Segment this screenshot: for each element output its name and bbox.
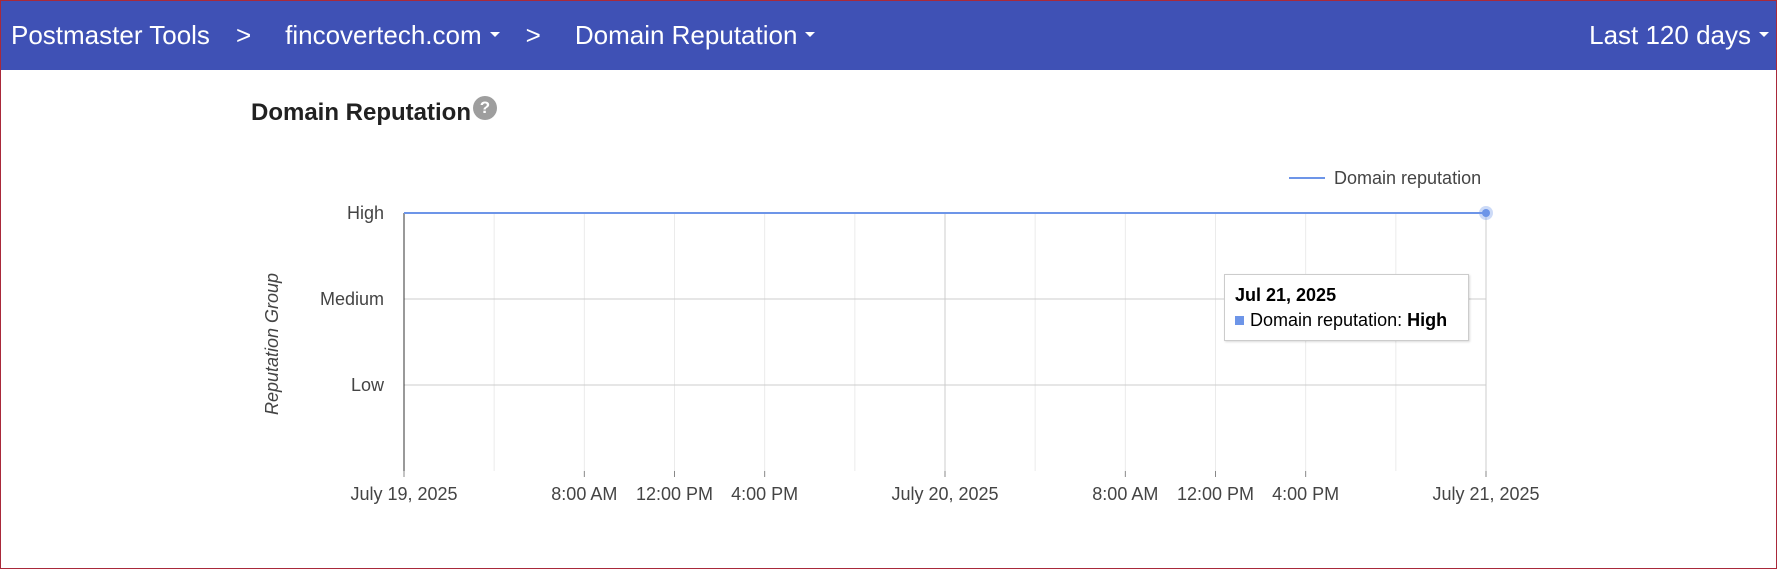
- date-range-label: Last 120 days: [1589, 19, 1751, 50]
- x-tick-label: 4:00 PM: [1272, 484, 1339, 504]
- dashboard-selector[interactable]: Domain Reputation: [575, 20, 816, 51]
- data-point: [1482, 209, 1490, 217]
- legend-label: Domain reputation: [1334, 168, 1481, 188]
- tooltip-value: High: [1407, 310, 1448, 330]
- date-range-selector[interactable]: Last 120 days: [1589, 0, 1769, 70]
- y-tick-label: Medium: [320, 289, 384, 309]
- caret-down-icon: [1759, 31, 1769, 37]
- dashboard-selector-label: Domain Reputation: [574, 19, 798, 50]
- top-app-bar: Postmaster Tools > fincovertech.com > Do…: [0, 0, 1777, 70]
- help-icon[interactable]: ?: [473, 96, 497, 120]
- x-tick-label: 8:00 AM: [1092, 484, 1158, 504]
- domain-selector-label: fincovertech.com: [285, 19, 482, 50]
- chart-tooltip: Jul 21, 2025 Domain reputation: High: [1224, 274, 1469, 341]
- tooltip-row: Domain reputation: High: [1235, 310, 1458, 331]
- breadcrumb: Postmaster Tools > fincovertech.com > Do…: [11, 19, 816, 51]
- y-tick-label: High: [347, 203, 384, 223]
- breadcrumb-label: Postmaster Tools: [11, 19, 210, 50]
- x-tick-label: 12:00 PM: [636, 484, 713, 504]
- domain-selector[interactable]: fincovertech.com: [285, 20, 500, 51]
- x-tick-label: July 20, 2025: [891, 484, 998, 504]
- page-title-text: Domain Reputation: [251, 99, 471, 126]
- y-tick-label: Low: [351, 375, 385, 395]
- x-tick-label: July 19, 2025: [350, 484, 457, 504]
- y-axis-title: Reputation Group: [262, 273, 282, 415]
- caret-down-icon: [805, 31, 816, 37]
- x-tick-label: 12:00 PM: [1177, 484, 1254, 504]
- page-title: Domain Reputation ?: [251, 96, 497, 127]
- x-tick-label: 4:00 PM: [731, 484, 798, 504]
- tooltip-label: Domain reputation:: [1250, 310, 1403, 330]
- x-tick-label: 8:00 AM: [551, 484, 617, 504]
- chevron-right-icon: >: [525, 19, 541, 50]
- chevron-right-icon: >: [235, 19, 252, 50]
- caret-down-icon: [489, 31, 500, 37]
- tooltip-date: Jul 21, 2025: [1235, 285, 1337, 305]
- breadcrumb-postmaster-tools[interactable]: Postmaster Tools: [11, 20, 210, 51]
- x-tick-label: July 21, 2025: [1432, 484, 1539, 504]
- tooltip-series-swatch: [1235, 316, 1244, 325]
